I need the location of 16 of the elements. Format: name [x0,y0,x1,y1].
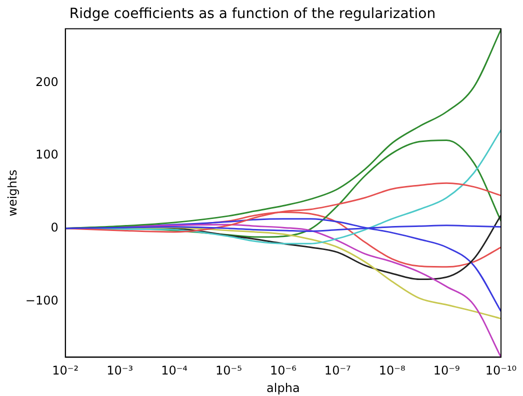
x-tick-label: 10⁻² [52,364,79,378]
y-tick-label: −100 [25,293,58,308]
x-tick-label: 10⁻¹⁰ [485,364,517,378]
y-tick-label: 0 [50,220,58,234]
x-tick-label: 10⁻⁸ [378,364,406,378]
x-tick-label: 10⁻⁹ [433,364,460,378]
y-tick-label: 100 [35,148,58,162]
x-axis-title: alpha [266,380,300,395]
x-tick-label: 10⁻³ [106,364,134,378]
x-tick-label: 10⁻⁶ [270,364,297,378]
x-tick-label: 10⁻⁴ [161,364,188,378]
y-axis-title: weights [5,170,20,216]
y-tick-label: 200 [35,74,58,89]
x-tick-label: 10⁻⁵ [216,364,242,378]
chart-title: Ridge coefficients as a function of the regularization [69,6,436,22]
x-tick-label: 10⁻⁷ [324,364,352,378]
